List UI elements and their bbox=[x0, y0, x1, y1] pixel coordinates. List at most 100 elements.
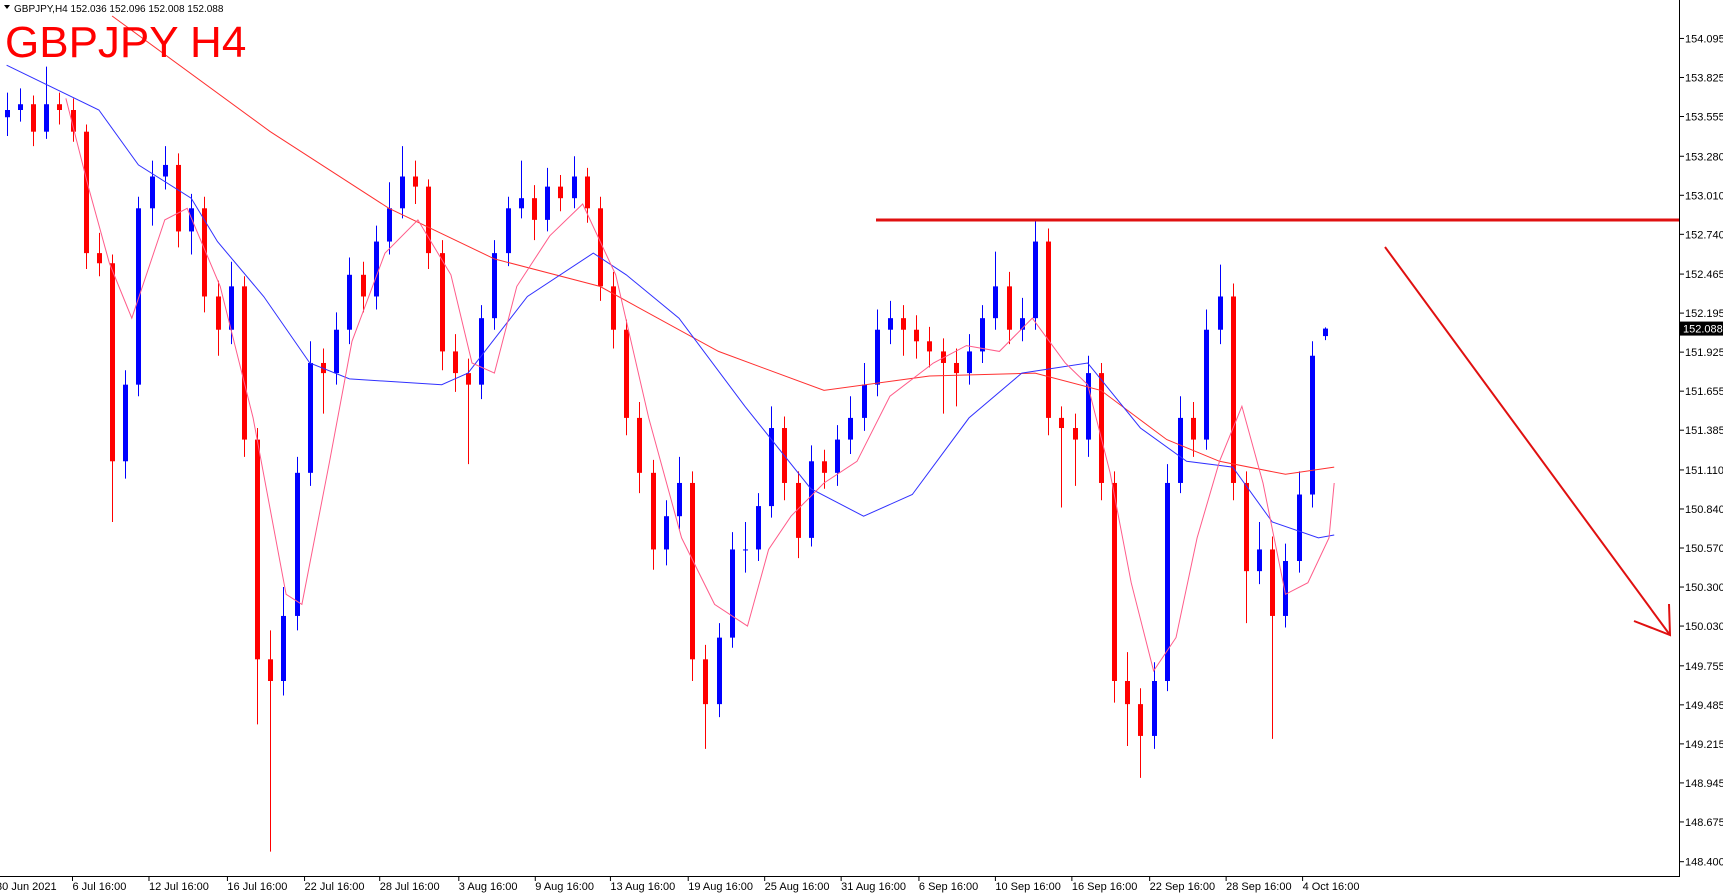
candle-body bbox=[519, 198, 524, 209]
candle-body bbox=[1165, 482, 1170, 681]
y-tick-label: 148.945 bbox=[1685, 778, 1723, 790]
candle-body bbox=[268, 659, 273, 681]
candle-body bbox=[1257, 549, 1262, 572]
candle-body bbox=[97, 253, 102, 264]
x-tick-label: 13 Aug 16:00 bbox=[610, 881, 675, 893]
candle-body bbox=[980, 318, 985, 352]
candle-body bbox=[84, 131, 89, 254]
candle-body bbox=[730, 549, 735, 638]
moving-average-line bbox=[111, 15, 1335, 475]
candle-body bbox=[440, 253, 445, 352]
x-tick-label: 6 Sep 16:00 bbox=[919, 881, 978, 893]
candle-body bbox=[242, 286, 247, 440]
candle-body bbox=[572, 176, 577, 199]
candle-body bbox=[717, 637, 722, 705]
candle-body bbox=[651, 472, 656, 550]
y-tick-label: 151.655 bbox=[1685, 386, 1723, 398]
candle-body bbox=[189, 208, 194, 232]
x-tick-label: 31 Aug 16:00 bbox=[841, 881, 906, 893]
x-tick-label: 6 Jul 16:00 bbox=[73, 881, 127, 893]
y-tick-label: 154.095 bbox=[1685, 33, 1723, 45]
candle-body bbox=[255, 439, 260, 660]
x-tick-label: 28 Sep 16:00 bbox=[1226, 881, 1291, 893]
candle-body bbox=[637, 417, 642, 473]
y-tick-label: 150.570 bbox=[1685, 543, 1723, 555]
candle-body bbox=[216, 296, 221, 330]
menu-icon bbox=[4, 5, 10, 9]
candle-body bbox=[281, 615, 286, 681]
candle-body bbox=[1020, 318, 1025, 330]
candle-body bbox=[506, 208, 511, 254]
candle-body bbox=[888, 318, 893, 330]
candle-body bbox=[400, 176, 405, 209]
candle-body bbox=[1112, 482, 1117, 681]
candle-body bbox=[1073, 428, 1078, 440]
y-tick-label: 153.825 bbox=[1685, 72, 1723, 84]
candle-body bbox=[1099, 373, 1104, 483]
candle-body bbox=[1033, 241, 1038, 319]
y-tick-label: 153.010 bbox=[1685, 190, 1723, 202]
candle-body bbox=[150, 176, 155, 209]
candle-body bbox=[18, 104, 23, 111]
candle-body bbox=[426, 186, 431, 254]
candle-body bbox=[1138, 704, 1143, 736]
chart-title: GBPJPY H4 bbox=[5, 18, 246, 67]
candle-body bbox=[664, 516, 669, 550]
marks bbox=[5, 15, 1335, 852]
candle-body bbox=[123, 384, 128, 462]
candle-body bbox=[954, 362, 959, 374]
y-tick-label: 148.400 bbox=[1685, 857, 1723, 869]
candle-body bbox=[875, 329, 880, 385]
candle-body bbox=[1125, 680, 1130, 705]
candle-body bbox=[624, 329, 629, 418]
x-tick-label: 16 Sep 16:00 bbox=[1072, 881, 1137, 893]
candle-body bbox=[176, 164, 181, 232]
candle-body bbox=[44, 104, 49, 132]
x-tick-label: 25 Aug 16:00 bbox=[765, 881, 830, 893]
candle-body bbox=[1297, 494, 1302, 562]
moving-average-line bbox=[65, 98, 1335, 673]
x-tick-label: 3 Aug 16:00 bbox=[459, 881, 518, 893]
candle-body bbox=[71, 110, 76, 132]
candle-body bbox=[1059, 417, 1064, 429]
arrow-head bbox=[1633, 603, 1672, 637]
candle-body bbox=[756, 506, 761, 550]
candle-body bbox=[927, 341, 932, 352]
candle-body bbox=[361, 274, 366, 297]
candle-body bbox=[229, 286, 234, 330]
x-tick-label: 19 Aug 16:00 bbox=[688, 881, 753, 893]
x-tick-label: 4 Oct 16:00 bbox=[1303, 881, 1360, 893]
candle-body bbox=[202, 208, 207, 297]
candle-body bbox=[57, 104, 62, 111]
candle-body bbox=[558, 186, 563, 199]
y-tick-label: 151.385 bbox=[1685, 425, 1723, 437]
candle-body bbox=[479, 318, 484, 385]
candle-body bbox=[532, 198, 537, 220]
last-price-label: 152.088 bbox=[1683, 324, 1723, 336]
candle-body bbox=[413, 176, 418, 187]
candle-body bbox=[1270, 549, 1275, 616]
candle-body bbox=[1323, 328, 1328, 337]
candle-body bbox=[453, 351, 458, 374]
candle-body bbox=[1283, 561, 1288, 616]
candle-body bbox=[914, 329, 919, 342]
candle-body bbox=[347, 274, 352, 330]
candle-body bbox=[703, 659, 708, 705]
chart-subtitle: GBPJPY,H4 152.036 152.096 152.008 152.08… bbox=[14, 4, 224, 15]
candle-body bbox=[545, 186, 550, 220]
y-tick-label: 153.555 bbox=[1685, 112, 1723, 124]
candle-body bbox=[1191, 417, 1196, 440]
y-tick-label: 150.030 bbox=[1685, 621, 1723, 633]
candle-body bbox=[1152, 680, 1157, 736]
x-tick-label: 22 Sep 16:00 bbox=[1150, 881, 1215, 893]
candle-body bbox=[5, 110, 10, 118]
x-tick-label: 22 Jul 16:00 bbox=[305, 881, 365, 893]
candle-body bbox=[1178, 417, 1183, 483]
plot-area bbox=[0, 0, 1679, 876]
candle-body bbox=[585, 176, 590, 209]
candle-body bbox=[1086, 373, 1091, 440]
candle-body bbox=[848, 417, 853, 440]
y-tick-label: 149.485 bbox=[1685, 700, 1723, 712]
candle-body bbox=[598, 208, 603, 287]
